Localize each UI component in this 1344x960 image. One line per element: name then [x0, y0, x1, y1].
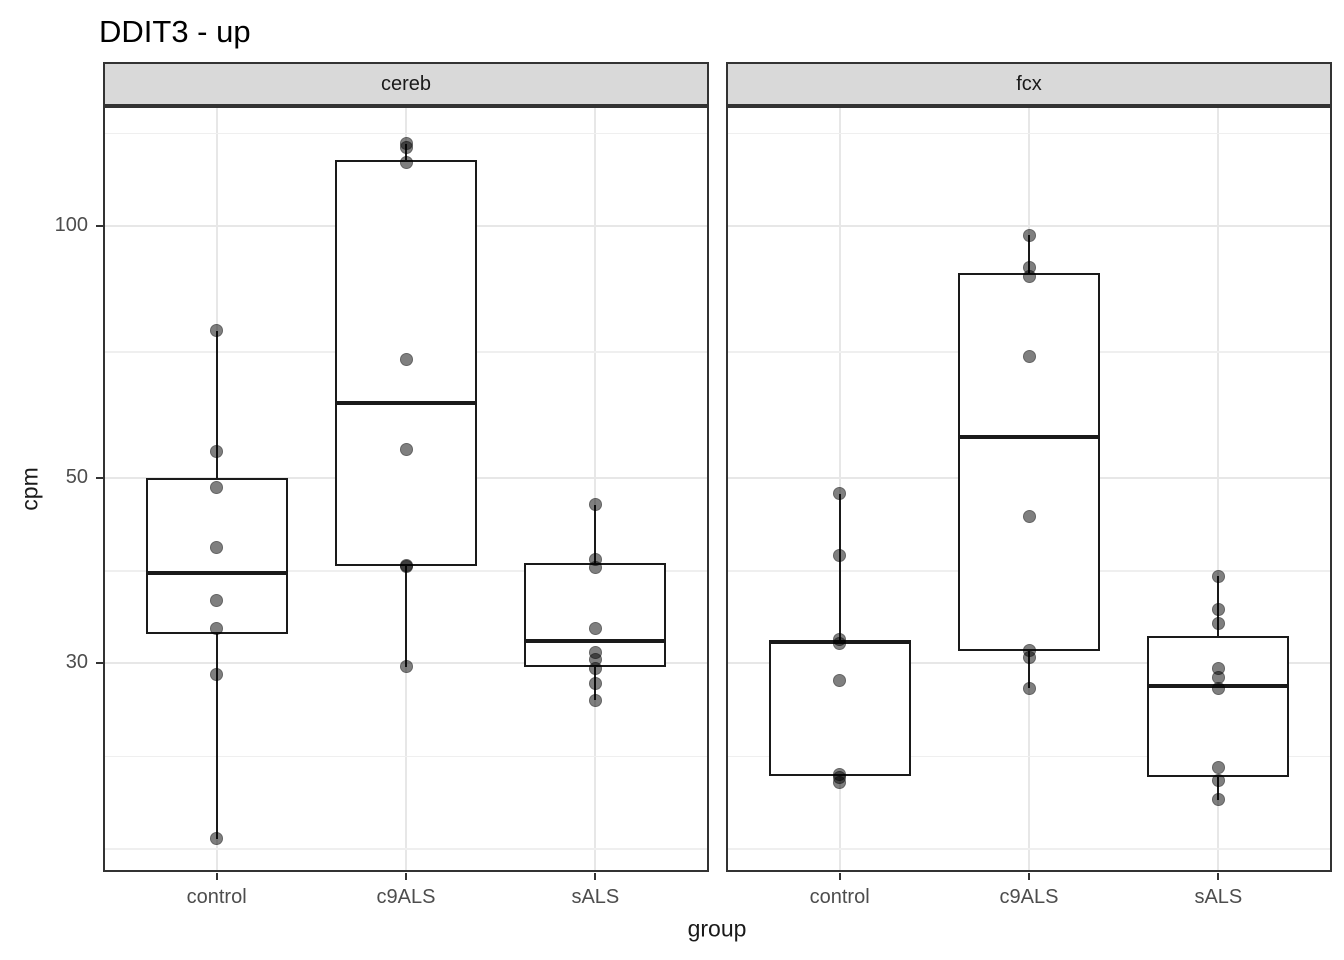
data-point	[1022, 228, 1036, 242]
data-point	[210, 541, 224, 555]
boxplot-median	[524, 638, 667, 643]
facet-strip-cereb: cereb	[103, 62, 709, 106]
data-point	[210, 324, 224, 338]
boxplot-median	[145, 571, 288, 576]
x-axis-title: group	[687, 915, 747, 942]
boxplot-box	[145, 478, 288, 635]
data-point	[588, 676, 602, 690]
boxplot-whisker-lower	[215, 634, 218, 839]
x-tick-label: c9ALS	[999, 886, 1059, 908]
y-tick-label: 30	[65, 651, 88, 674]
plot-title: DDIT3 - up	[99, 14, 251, 49]
gridline-major	[726, 225, 1332, 227]
data-point	[1022, 349, 1036, 363]
boxplot-box	[1147, 636, 1290, 778]
x-tick-label: control	[186, 886, 247, 908]
data-point	[833, 636, 847, 650]
data-point	[399, 660, 413, 674]
data-point	[210, 594, 224, 608]
x-tick	[594, 873, 597, 880]
data-point	[588, 498, 602, 512]
boxplot-whisker-upper	[838, 493, 841, 642]
x-tick	[215, 873, 218, 880]
data-point	[833, 673, 847, 687]
gridline-minor	[726, 132, 1332, 135]
gridline-vertical	[594, 106, 597, 872]
data-point	[399, 560, 413, 574]
panel-border	[103, 106, 709, 872]
panel-cereb	[103, 106, 709, 872]
x-tick-label: sALS	[571, 886, 620, 908]
data-point	[588, 693, 602, 707]
y-tick	[96, 662, 103, 665]
facet-strip-label: cereb	[380, 72, 432, 95]
data-point	[210, 480, 224, 494]
data-point	[1022, 681, 1036, 695]
y-tick	[96, 225, 103, 227]
facet-strip-fcx: fcx	[726, 62, 1332, 106]
boxplot-whisker-lower	[1217, 777, 1220, 800]
facet-strip-label: fcx	[1016, 72, 1042, 95]
data-point	[588, 622, 602, 636]
y-axis-title: cpm	[16, 467, 43, 511]
boxplot-median	[958, 434, 1100, 439]
x-tick-label: c9ALS	[376, 886, 436, 908]
data-point	[210, 667, 224, 681]
data-point	[833, 487, 847, 501]
data-point	[1022, 510, 1036, 524]
data-point	[1211, 602, 1225, 616]
y-tick-label: 50	[65, 465, 88, 488]
data-point	[210, 445, 224, 459]
data-point	[833, 548, 847, 562]
y-tick-label: 100	[54, 214, 88, 236]
data-point	[399, 442, 413, 456]
data-point	[1211, 774, 1225, 788]
data-point	[1211, 793, 1225, 807]
boxplot-box	[958, 272, 1100, 652]
x-tick	[838, 873, 841, 880]
panel-border	[726, 106, 1332, 872]
y-tick	[96, 476, 103, 479]
data-point	[588, 561, 602, 575]
x-tick	[405, 873, 407, 880]
boxplot-whisker-upper	[215, 330, 218, 479]
boxplot-whisker-upper	[1028, 235, 1030, 273]
x-tick-label: sALS	[1194, 886, 1243, 908]
x-tick	[1217, 873, 1220, 880]
data-point	[1211, 681, 1225, 695]
boxplot-whisker-lower	[405, 566, 407, 667]
gridline-minor	[726, 848, 1332, 850]
panel-fcx	[726, 106, 1332, 872]
x-tick	[1028, 873, 1030, 880]
boxplot-whisker-lower	[1028, 651, 1030, 689]
boxplot-whisker-upper	[594, 504, 597, 564]
data-point	[588, 661, 602, 675]
data-point	[399, 156, 413, 170]
data-point	[399, 141, 413, 155]
gridline-minor	[103, 848, 709, 850]
data-point	[1022, 650, 1036, 664]
boxplot-box	[768, 641, 911, 776]
x-tick-label: control	[809, 886, 870, 908]
data-point	[1211, 761, 1225, 775]
gridline-minor	[103, 132, 709, 135]
gridline-minor	[726, 755, 1332, 758]
data-point	[210, 622, 224, 636]
data-point	[210, 832, 224, 846]
data-point	[399, 352, 413, 366]
data-point	[1211, 616, 1225, 630]
gridline-vertical	[1217, 106, 1220, 872]
data-point	[1211, 569, 1225, 583]
gridline-minor	[103, 755, 709, 758]
boxplot-median	[335, 401, 477, 406]
data-point	[1022, 269, 1036, 283]
data-point	[833, 775, 847, 789]
